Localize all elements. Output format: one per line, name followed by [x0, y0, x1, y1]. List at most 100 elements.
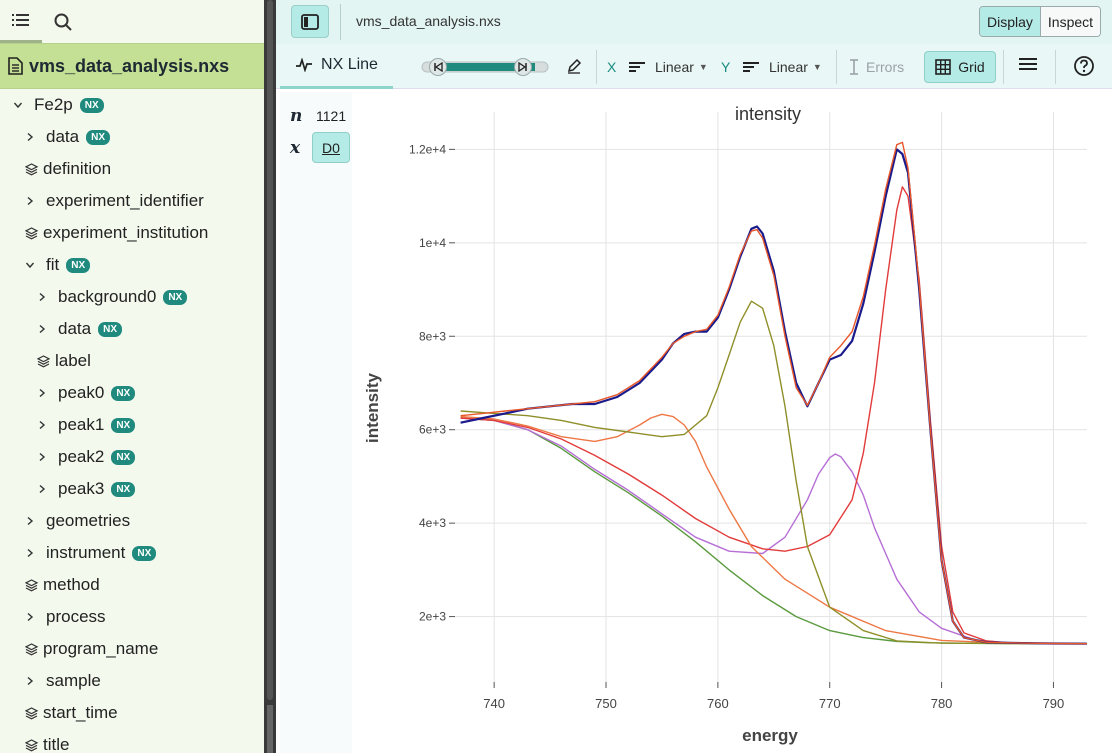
domain-slider[interactable] [421, 58, 549, 76]
chevron-right-icon[interactable] [36, 292, 48, 302]
nx-badge: NX [66, 257, 91, 273]
dataset-layers-icon [24, 578, 38, 592]
y-axis-label: Y [721, 59, 731, 75]
tree-item-peak2[interactable]: peak2 NX [0, 441, 264, 473]
x-axis-title: energy [742, 726, 798, 745]
plot-canvas[interactable]: 740 750 760 770 780 790 2e+3 4e+3 6e+3 8e+3 1e+4 1.… [352, 92, 1112, 753]
search-tab[interactable] [42, 0, 84, 43]
series-line-peak2 [460, 417, 1088, 645]
tree-item-peak3[interactable]: peak3 NX [0, 473, 264, 505]
list-icon [12, 14, 29, 26]
tree-list: Fe2p NX data NX definition experiment_identif… [0, 89, 264, 753]
edit-domain-button[interactable] [566, 58, 582, 79]
tab-nx-line[interactable]: NX Line [280, 44, 393, 89]
splitter-thumb[interactable] [267, 0, 273, 700]
chevron-right-icon[interactable] [24, 548, 36, 558]
grid-label: Grid [958, 59, 985, 75]
grid-toggle[interactable]: Grid [924, 51, 996, 83]
chevron-down-icon[interactable] [12, 100, 24, 110]
chevron-right-icon[interactable] [24, 516, 36, 526]
dim-row-n: n 1121 [290, 106, 346, 126]
tree-item-label: background0 [58, 287, 157, 306]
nx-badge: NX [111, 417, 136, 433]
skip-end-icon [518, 62, 527, 72]
y-axis-title: intensity [363, 373, 382, 443]
panel-splitter[interactable] [264, 0, 276, 753]
tree-item-instrument[interactable]: instrument NX [0, 537, 264, 569]
tree-item-data[interactable]: data NX [0, 121, 264, 153]
splitter-thumb-end [267, 705, 273, 753]
tree-item-experiment-identifier[interactable]: experiment_identifier [0, 185, 264, 217]
tree-item-peak0[interactable]: peak0 NX [0, 377, 264, 409]
file-root-row[interactable]: vms_data_analysis.nxs [0, 43, 264, 89]
x-tick-label: 780 [931, 696, 953, 711]
x-scale-select[interactable]: Linear ▼ [629, 55, 708, 79]
slider-min-handle[interactable] [429, 58, 447, 76]
scale-lines-icon [629, 62, 645, 72]
slider-max-handle[interactable] [514, 58, 532, 76]
tree-item-process[interactable]: process [0, 601, 264, 633]
x-axis-label: X [607, 59, 617, 75]
chevron-right-icon[interactable] [36, 388, 48, 398]
scale-lines-icon [743, 62, 759, 72]
tree-item-title[interactable]: title [0, 729, 264, 753]
tree-item-geometries[interactable]: geometries [0, 505, 264, 537]
chevron-right-icon[interactable] [24, 612, 36, 622]
dataset-layers-icon [36, 354, 50, 368]
y-tick-label: 8e+3 [419, 329, 446, 343]
series-line-data [460, 148, 1088, 645]
x-tick-label: 740 [483, 696, 505, 711]
display-button[interactable]: Display [980, 7, 1041, 36]
chevron-right-icon[interactable] [24, 132, 36, 142]
tree-item-Fe2p[interactable]: Fe2p NX [0, 89, 264, 121]
more-menu-button[interactable] [1018, 56, 1038, 77]
tree-item-label[interactable]: label [0, 345, 264, 377]
nx-badge: NX [111, 385, 136, 401]
sidebar-toggle-button[interactable] [291, 5, 329, 38]
tree-item-sample[interactable]: sample [0, 665, 264, 697]
nx-badge: NX [111, 449, 136, 465]
top-bar: vms_data_analysis.nxs Display Inspect [276, 0, 1112, 44]
dataset-layers-icon [24, 642, 38, 656]
browse-tab[interactable] [0, 0, 42, 43]
chevron-right-icon[interactable] [36, 324, 48, 334]
chevron-right-icon[interactable] [24, 196, 36, 206]
errors-toggle[interactable]: Errors [848, 55, 904, 79]
tree-item-label: Fe2p [34, 95, 73, 114]
nx-badge: NX [111, 481, 136, 497]
inspect-button[interactable]: Inspect [1040, 7, 1101, 36]
dim-x-select-button[interactable]: D0 [312, 132, 350, 163]
chevron-right-icon[interactable] [36, 420, 48, 430]
tree-item-fit[interactable]: fit NX [0, 249, 264, 281]
x-tick-label: 750 [595, 696, 617, 711]
y-scale-select[interactable]: Linear ▼ [743, 55, 822, 79]
tree-item-experiment-institution[interactable]: experiment_institution [0, 217, 264, 249]
nx-badge: NX [98, 321, 122, 337]
tree-item-background0[interactable]: background0 NX [0, 281, 264, 313]
chevron-down-icon[interactable] [24, 260, 36, 270]
chevron-right-icon[interactable] [36, 484, 48, 494]
line-plot[interactable]: 740 750 760 770 780 790 2e+3 4e+3 6e+3 8e+3 1e+4 1.… [352, 92, 1112, 753]
dim-row-x: x D0 [290, 132, 350, 163]
help-button[interactable] [1073, 55, 1095, 82]
nx-badge: NX [132, 545, 157, 561]
tree-item-label: start_time [43, 703, 118, 722]
file-icon [8, 57, 23, 75]
tree-item-definition[interactable]: definition [0, 153, 264, 185]
nx-badge: NX [86, 129, 110, 145]
tree-item-label: process [46, 607, 106, 626]
chevron-right-icon[interactable] [24, 676, 36, 686]
nx-badge: NX [163, 289, 188, 305]
tree-item-start-time[interactable]: start_time [0, 697, 264, 729]
chevron-right-icon[interactable] [36, 452, 48, 462]
breadcrumb-path: vms_data_analysis.nxs [356, 13, 501, 29]
plot-series [460, 141, 1088, 645]
tree-item-peak1[interactable]: peak1 NX [0, 409, 264, 441]
tree-item-method[interactable]: method [0, 569, 264, 601]
nx-badge: NX [79, 97, 104, 113]
tree-item-data[interactable]: data NX [0, 313, 264, 345]
x-tick-label: 790 [1043, 696, 1065, 711]
file-name: vms_data_analysis.nxs [29, 55, 230, 76]
tree-item-program-name[interactable]: program_name [0, 633, 264, 665]
dataset-layers-icon [24, 226, 38, 240]
